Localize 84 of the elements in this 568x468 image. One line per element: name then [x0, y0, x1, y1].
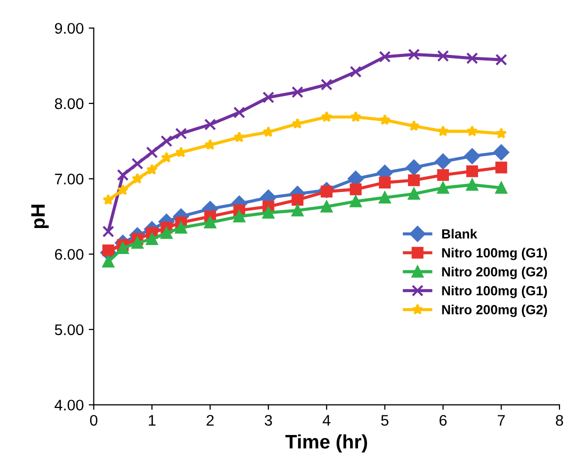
point — [466, 178, 478, 191]
point — [116, 242, 129, 254]
point — [350, 195, 362, 208]
point — [131, 158, 144, 170]
point — [378, 50, 391, 63]
point — [175, 128, 187, 140]
point — [204, 118, 216, 130]
x-tick-label: 4 — [322, 415, 330, 426]
point — [495, 54, 508, 66]
y-tick-label: 9.00 — [54, 22, 84, 34]
point — [378, 192, 391, 204]
point — [102, 256, 114, 268]
point — [102, 226, 114, 238]
point — [408, 48, 420, 60]
point — [262, 206, 274, 219]
y-tick-label: 5.00 — [54, 324, 84, 336]
point — [437, 182, 449, 194]
point — [131, 236, 144, 249]
x-tick-label: 6 — [440, 414, 447, 426]
point — [466, 125, 478, 136]
point — [175, 222, 187, 234]
point — [495, 182, 508, 194]
legend-label: Nitro 200mg (G2) — [442, 304, 547, 318]
point — [378, 176, 391, 188]
x-tick-label: 7 — [498, 415, 505, 426]
point — [466, 52, 478, 64]
y-tick-label: 6.00 — [55, 248, 84, 260]
point — [493, 144, 510, 160]
x-tick-label: 2 — [206, 414, 214, 426]
y-tick-label: 8.00 — [54, 98, 84, 110]
point — [146, 164, 158, 175]
y-axis-title: pH — [31, 204, 49, 228]
legend-label: Blank — [442, 228, 478, 239]
legend-label: Nitro 100mg (G1) — [442, 286, 547, 298]
point — [496, 128, 507, 139]
point — [379, 114, 390, 125]
point — [495, 162, 508, 174]
point — [234, 131, 245, 142]
point — [292, 204, 304, 216]
point — [437, 50, 449, 62]
point — [146, 233, 158, 245]
point — [320, 200, 333, 213]
point — [437, 125, 449, 136]
point — [116, 169, 129, 181]
x-axis-title: Time (hr) — [285, 434, 368, 452]
point — [350, 111, 362, 122]
point — [320, 78, 333, 90]
point — [160, 152, 172, 163]
point — [204, 138, 216, 150]
point — [408, 188, 420, 200]
point — [320, 111, 332, 122]
x-tick-label: 5 — [381, 415, 388, 426]
point — [350, 66, 362, 78]
point — [102, 194, 114, 205]
point — [160, 227, 172, 239]
point — [350, 183, 362, 196]
point — [132, 172, 144, 184]
legend-label: Nitro 100mg (G1) — [442, 248, 547, 260]
point — [408, 120, 420, 132]
point — [464, 148, 480, 164]
x-tick-label: 0 — [90, 414, 98, 426]
point — [292, 118, 304, 129]
point — [233, 210, 246, 222]
point — [466, 165, 478, 178]
point — [146, 146, 158, 158]
legend-label: Nitro 200mg (G2) — [442, 266, 547, 280]
point — [408, 174, 420, 186]
x-tick-label: 1 — [148, 415, 156, 426]
point — [233, 106, 246, 118]
x-tick-label: 3 — [264, 414, 272, 426]
point — [262, 91, 274, 104]
point — [437, 169, 449, 181]
point — [117, 184, 128, 196]
point — [160, 135, 172, 148]
y-tick-label: 7.00 — [55, 174, 84, 184]
y-tick-label: 4.00 — [54, 400, 84, 411]
point — [262, 126, 274, 138]
point — [204, 216, 216, 228]
x-tick-label: 8 — [556, 414, 564, 426]
point — [435, 154, 451, 170]
point — [175, 146, 187, 158]
point — [406, 160, 422, 176]
point — [292, 194, 304, 206]
point — [292, 86, 304, 98]
